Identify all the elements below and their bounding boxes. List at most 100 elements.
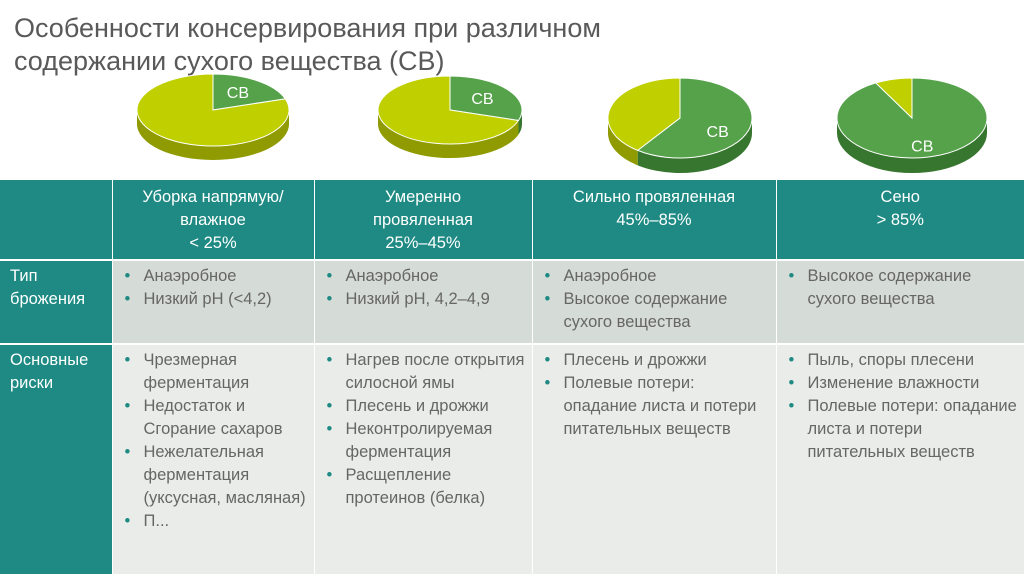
table-cell: • Плесень и дрожжи • Полевые потери: опадан… [531, 343, 776, 574]
list-item: • Недостаток и Сгорание сахаров [121, 395, 308, 441]
row-header-risks: Основные риски [0, 343, 112, 574]
list-item: • Плесень и дрожжи [323, 395, 526, 418]
column-header-line: провяленная [373, 211, 473, 229]
bullet-icon: • [788, 351, 795, 369]
bullet-list: • Анаэробное • Высокое содержание сухого ве… [541, 265, 770, 334]
bullet-icon: • [326, 267, 333, 285]
bullet-list: • Анаэробное • Низкий pH, 4,2–4,9 [323, 265, 526, 311]
bullet-icon: • [124, 512, 131, 530]
column-header-line: 45%–85% [616, 211, 692, 229]
bullet-icon: • [124, 397, 131, 415]
table-cell: • Анаэробное • Низкий pH (<4,2) [111, 259, 314, 344]
comparison-table: Уборка напрямую/ влажное < 25% Умеренно … [0, 180, 1024, 574]
pie-slice-dry-matter-side [837, 118, 987, 173]
list-item-text: Анаэробное [143, 267, 237, 285]
pie-chart-1: СВ [136, 73, 290, 160]
table-cell: • Чрезмерная ферментация • Недостаток и Сго… [111, 343, 314, 574]
list-item-text: Высокое содержание сухого вещества [563, 290, 728, 331]
table-cell: • Анаэробное • Высокое содержание сухого ве… [531, 259, 776, 344]
list-item-text: Неконтролируемая ферментация [345, 420, 493, 461]
pie-slice-moisture-side [378, 110, 519, 158]
table-row-fermentation: Тип брожения • Анаэробное • Низкий pH (<4,2… [0, 259, 1024, 344]
bullet-list: • Нагрев после открытия силосной ямы • Плес… [323, 349, 526, 510]
list-item: • Пыль, споры плесени [785, 349, 1019, 372]
list-item: • Анаэробное [323, 265, 526, 288]
list-item: • Полевые потери: опадание листа и потери… [785, 395, 1019, 464]
list-item-text: Полевые потери: опадание листа и потери … [807, 397, 1017, 461]
bullet-icon: • [326, 466, 333, 484]
column-header-line: Сено [880, 188, 920, 206]
list-item: • Низкий pH (<4,2) [121, 288, 308, 311]
list-item-text: П... [143, 512, 170, 530]
list-item-text: Чрезмерная ферментация [143, 351, 250, 392]
column-header-line: Умеренно [384, 188, 461, 206]
table-cell: • Анаэробное • Низкий pH, 4,2–4,9 [313, 259, 532, 344]
page-title: Особенности консервирования при различно… [14, 13, 601, 76]
bullet-icon: • [544, 351, 551, 369]
bullet-icon: • [788, 397, 795, 415]
bullet-list: • Высокое содержание сухого вещества [785, 265, 1019, 311]
pie-charts: СВ СВ СВ СВ [136, 73, 988, 174]
header-empty-cell [0, 180, 112, 260]
list-item: • Нагрев после открытия силосной ямы [323, 349, 526, 395]
pie-chart-2: СВ [377, 75, 523, 158]
table-header-row: Уборка напрямую/ влажное < 25% Умеренно … [0, 180, 1024, 260]
list-item-text: Пыль, споры плесени [807, 351, 975, 369]
pie-chart-4: СВ [836, 77, 988, 173]
bullet-icon: • [326, 420, 333, 438]
bullet-icon: • [544, 374, 551, 392]
pie-label: СВ [911, 139, 933, 156]
column-header-heavy: Сильно провяленная 45%–85% [531, 180, 776, 260]
list-item-text: Анаэробное [345, 267, 439, 285]
table-cell: • Пыль, споры плесени • Изменение влажности… [775, 343, 1024, 574]
pie-slice-moisture [607, 77, 681, 151]
list-item: • Расщепление протеинов (белка) [323, 464, 526, 510]
bullet-list: • Чрезмерная ферментация • Недостаток и Сго… [121, 349, 308, 533]
list-item-text: Низкий pH, 4,2–4,9 [345, 290, 490, 308]
pie-slice-dry-matter [449, 75, 523, 122]
column-header-line: влажное [180, 211, 246, 229]
list-item-text: Анаэробное [563, 267, 657, 285]
bullet-list: • Плесень и дрожжи • Полевые потери: опадан… [541, 349, 770, 441]
list-item-text: Нежелательная ферментация (уксусная, мас… [143, 443, 306, 507]
list-item: • П... [121, 510, 308, 533]
column-header-line: > 85% [876, 211, 924, 229]
pie-chart-3: СВ [607, 77, 753, 174]
list-item: • Полевые потери: опадание листа и потери… [541, 372, 770, 441]
bullet-icon: • [788, 374, 795, 392]
list-item: • Изменение влажности [785, 372, 1019, 395]
bullet-icon: • [326, 290, 333, 308]
pie-slice-moisture [874, 77, 913, 120]
bullet-list: • Пыль, споры плесени • Изменение влажности… [785, 349, 1019, 464]
table-cell: • Нагрев после открытия силосной ямы • Плес… [313, 343, 532, 574]
pie-label: СВ [227, 85, 249, 102]
list-item-text: Нагрев после открытия силосной ямы [345, 351, 525, 392]
pie-label: СВ [471, 91, 493, 108]
column-header-moderate: Умеренно провяленная 25%–45% [313, 180, 532, 260]
bullet-icon: • [788, 267, 795, 285]
list-item: • Нежелательная ферментация (уксусная, ма… [121, 441, 308, 510]
column-header-line: Уборка напрямую/ [142, 188, 284, 206]
bullet-icon: • [326, 397, 333, 415]
list-item-text: Низкий pH (<4,2) [143, 290, 272, 308]
pie-slice-dry-matter-side [637, 118, 752, 174]
list-item: • Неконтролируемая ферментация [323, 418, 526, 464]
list-item-text: Плесень и дрожжи [345, 397, 489, 415]
list-item-text: Плесень и дрожжи [563, 351, 707, 369]
bullet-icon: • [124, 290, 131, 308]
column-header-direct: Уборка напрямую/ влажное < 25% [111, 180, 314, 260]
list-item-text: Расщепление протеинов (белка) [345, 466, 486, 507]
bullet-list: • Анаэробное • Низкий pH (<4,2) [121, 265, 308, 311]
list-item-text: Полевые потери: опадание листа и потери … [563, 374, 757, 438]
pie-slice-moisture [136, 73, 290, 147]
column-header-line: Сильно провяленная [572, 188, 736, 206]
bullet-icon: • [544, 267, 551, 285]
bullet-icon: • [124, 351, 131, 369]
bullet-icon: • [544, 290, 551, 308]
list-item-text: Недостаток и Сгорание сахаров [143, 397, 283, 438]
column-header-line: < 25% [189, 234, 237, 252]
list-item: • Анаэробное [541, 265, 770, 288]
list-item: • Плесень и дрожжи [541, 349, 770, 372]
list-item: • Высокое содержание сухого вещества [541, 288, 770, 334]
list-item-text: Высокое содержание сухого вещества [807, 267, 972, 308]
